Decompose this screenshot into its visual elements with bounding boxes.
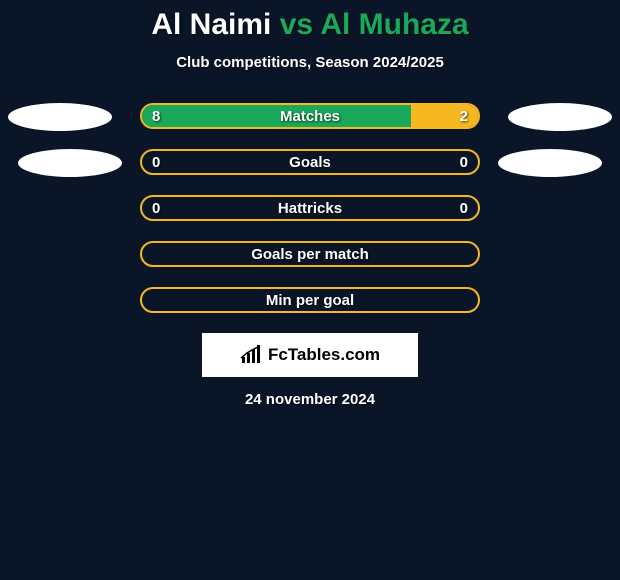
stat-bar: Min per goal xyxy=(140,287,480,313)
stat-row: 00Hattricks xyxy=(0,195,620,221)
stat-label: Hattricks xyxy=(142,197,478,219)
bar-chart-icon xyxy=(240,345,262,365)
title-player-right: Al Muhaza xyxy=(320,8,468,41)
stat-label: Goals xyxy=(142,151,478,173)
title-vs-word: vs xyxy=(280,8,313,41)
stat-rows: 82Matches 00Goals 00Hattricks Goals per mat… xyxy=(0,103,620,313)
stat-row: Min per goal xyxy=(0,287,620,313)
subtitle: Club competitions, Season 2024/2025 xyxy=(0,54,620,71)
source-logo-text: FcTables.com xyxy=(268,345,380,365)
stat-row: Goals per match xyxy=(0,241,620,267)
page-title: Al Naimi vs Al Muhaza xyxy=(0,8,620,42)
stat-bar: 00Hattricks xyxy=(140,195,480,221)
stat-row: 82Matches xyxy=(0,103,620,129)
stat-label: Goals per match xyxy=(142,243,478,265)
stat-label: Min per goal xyxy=(142,289,478,311)
stat-bar: Goals per match xyxy=(140,241,480,267)
snapshot-date: 24 november 2024 xyxy=(0,391,620,408)
stat-row: 00Goals xyxy=(0,149,620,175)
title-player-left: Al Naimi xyxy=(151,8,271,41)
source-logo[interactable]: FcTables.com xyxy=(202,333,418,377)
stat-bar: 00Goals xyxy=(140,149,480,175)
stat-label: Matches xyxy=(142,105,478,127)
comparison-card: Al Naimi vs Al Muhaza Club competitions,… xyxy=(0,0,620,408)
stat-bar: 82Matches xyxy=(140,103,480,129)
